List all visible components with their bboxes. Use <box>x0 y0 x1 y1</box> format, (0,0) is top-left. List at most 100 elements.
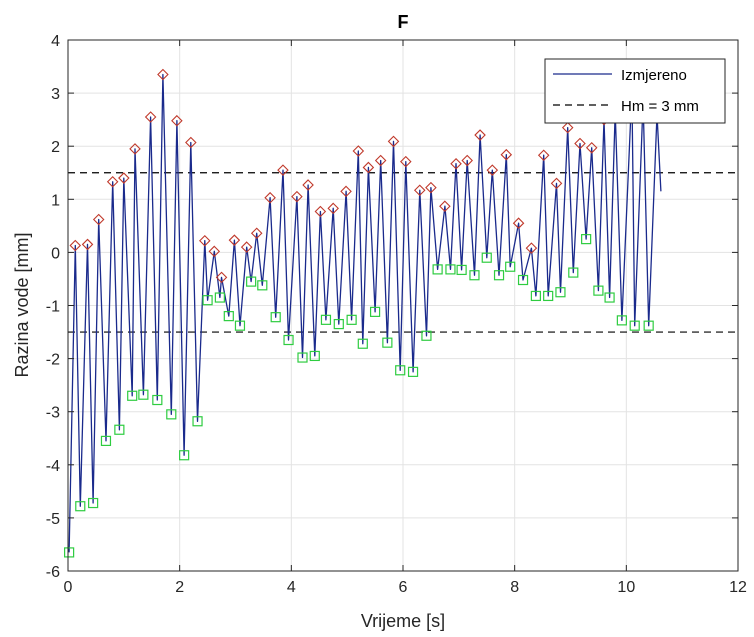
y-tick-label: 4 <box>51 33 60 50</box>
x-tick-label: 0 <box>64 579 73 596</box>
trough-marker <box>643 320 654 331</box>
peak-marker <box>291 190 303 203</box>
peak-marker <box>561 121 574 134</box>
trough-marker <box>445 264 456 275</box>
trough-marker <box>505 261 516 272</box>
trough-marker <box>64 547 75 558</box>
y-tick-label: -4 <box>46 458 60 475</box>
peak-marker <box>550 177 563 190</box>
legend-label-hm: Hm = 3 mm <box>621 98 699 115</box>
peak-marker <box>277 164 289 176</box>
peak-marker <box>585 142 598 154</box>
y-tick-label: 1 <box>51 192 60 209</box>
peak-marker <box>340 185 352 198</box>
y-tick-label: 2 <box>51 139 60 156</box>
trough-marker <box>346 314 357 325</box>
peak-marker <box>413 184 426 197</box>
peak-marker <box>314 205 327 218</box>
chart-title: F <box>398 12 409 32</box>
peak-marker <box>185 136 197 149</box>
peak-marker <box>69 239 82 252</box>
trough-marker <box>166 409 177 420</box>
trough-marker <box>234 320 246 331</box>
y-ticks: -6 -5 -4 -3 -2 -1 0 1 2 3 4 <box>46 33 738 581</box>
peak-marker <box>118 172 130 184</box>
trough-marker <box>223 311 234 322</box>
trough-marker <box>100 435 112 447</box>
trough-marker <box>481 252 492 263</box>
trough-marker <box>75 501 86 512</box>
peak-marker <box>374 154 387 167</box>
legend-label-izmjereno: Izmjereno <box>621 67 687 84</box>
peak-marker <box>525 242 538 254</box>
trough-marker <box>568 267 579 278</box>
peak-marker <box>81 238 94 251</box>
peak-marker <box>92 213 105 226</box>
trough-marker <box>517 274 529 286</box>
trough-marker <box>456 264 467 276</box>
y-tick-label: 0 <box>51 245 60 262</box>
markers <box>64 68 663 558</box>
peak-marker <box>537 149 550 162</box>
y-tick-label: -1 <box>46 299 60 316</box>
trough-marker <box>179 450 190 461</box>
peak-marker <box>228 234 241 246</box>
trough-marker <box>616 315 627 326</box>
peak-marker <box>106 175 119 188</box>
trough-marker <box>320 314 332 325</box>
trough-marker <box>114 424 125 435</box>
trough-marker <box>604 292 615 303</box>
peak-marker <box>157 68 169 81</box>
peak-marker <box>400 155 412 168</box>
peak-marker <box>474 129 486 141</box>
x-tick-label: 6 <box>399 579 408 596</box>
trough-marker <box>297 352 308 363</box>
x-tick-label: 8 <box>510 579 519 596</box>
peak-marker <box>129 143 141 155</box>
trough-marker <box>257 280 268 291</box>
peak-marker <box>486 164 499 176</box>
x-tick-label: 2 <box>175 579 184 596</box>
series-izmjereno <box>68 73 662 553</box>
y-tick-label: 3 <box>51 86 60 103</box>
trough-marker <box>469 270 480 281</box>
peak-marker <box>327 202 339 215</box>
trough-marker <box>270 312 281 323</box>
trough-marker <box>127 390 138 401</box>
peak-marker <box>208 245 221 258</box>
x-tick-label: 4 <box>287 579 296 596</box>
trough-marker <box>543 290 554 302</box>
trough-marker <box>309 350 320 362</box>
y-tick-label: -3 <box>46 405 60 422</box>
trough-marker <box>152 394 163 406</box>
x-axis-label: Vrijeme [s] <box>361 611 445 631</box>
peak-marker <box>500 148 513 161</box>
peak-marker <box>171 114 183 127</box>
peak-marker <box>439 200 451 212</box>
trough-marker <box>192 416 203 427</box>
trough-marker <box>246 276 257 287</box>
peak-marker <box>302 179 314 191</box>
y-axis-label: Razina vode [mm] <box>12 232 32 377</box>
peak-marker <box>512 217 525 229</box>
trough-marker <box>629 320 640 331</box>
y-tick-label: -6 <box>46 564 60 581</box>
peak-marker <box>250 227 263 240</box>
x-tick-label: 10 <box>617 579 635 596</box>
trough-marker <box>283 334 294 346</box>
peak-marker <box>450 157 462 170</box>
legend-box <box>544 58 726 124</box>
y-tick-label: -5 <box>46 511 60 528</box>
trough-marker <box>421 330 432 341</box>
trough-marker <box>88 497 99 509</box>
peak-marker <box>264 191 276 204</box>
x-tick-label: 12 <box>729 579 747 596</box>
x-ticks: 0 2 4 6 8 10 12 <box>64 40 747 596</box>
y-tick-label: -2 <box>46 352 60 369</box>
trough-marker <box>382 337 393 348</box>
trough-marker <box>202 295 213 306</box>
trough-marker <box>581 234 592 245</box>
peak-marker <box>215 271 228 284</box>
trough-marker <box>407 366 419 377</box>
